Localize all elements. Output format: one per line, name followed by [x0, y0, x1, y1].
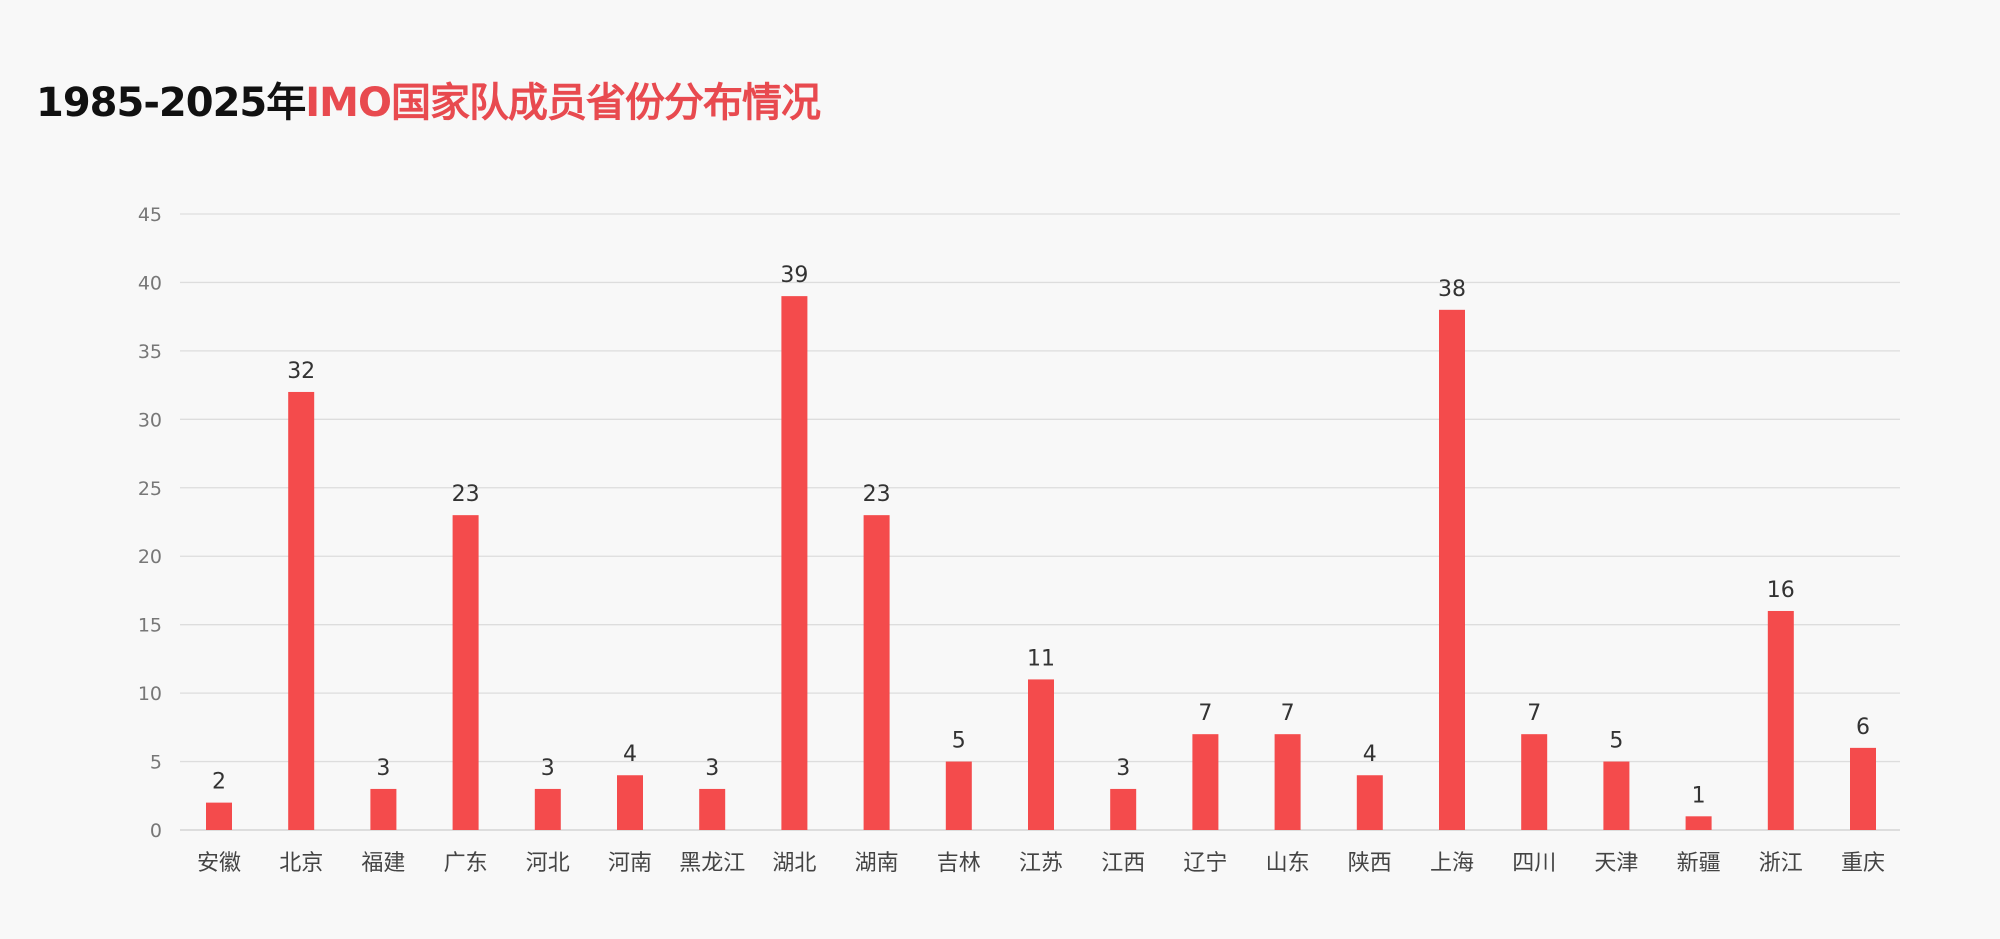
x-tick-label: 上海: [1430, 851, 1474, 876]
data-label: 23: [452, 482, 480, 507]
bar-四川: [1521, 734, 1548, 830]
data-label: 5: [952, 729, 966, 754]
bar-辽宁: [1192, 734, 1219, 830]
x-tick-label: 浙江: [1759, 851, 1803, 876]
x-tick-label: 河南: [608, 851, 652, 876]
x-tick-label: 江苏: [1019, 851, 1063, 876]
bar-吉林: [945, 761, 972, 830]
x-tick-label: 安徽: [197, 851, 241, 876]
bar-陕西: [1356, 775, 1383, 830]
chart-title: 1985-2025年IMO国家队成员省份分布情况: [36, 70, 821, 128]
bar-河南: [617, 775, 643, 830]
x-tick-label: 陕西: [1348, 851, 1392, 876]
x-tick-label: 广东: [444, 851, 488, 876]
bar-江西: [1110, 788, 1137, 830]
y-tick-label: 25: [138, 478, 162, 500]
bar-天津: [1603, 761, 1630, 830]
x-tick-label: 福建: [361, 851, 405, 876]
data-label: 3: [1116, 756, 1130, 781]
y-tick-label: 10: [138, 683, 162, 705]
x-tick-label: 北京: [279, 851, 323, 876]
bar-安徽: [206, 802, 232, 830]
data-label: 39: [780, 263, 808, 288]
bar-福建: [370, 788, 397, 830]
bar-上海: [1439, 309, 1465, 830]
data-label: 3: [541, 756, 555, 781]
bar-黑龙江: [699, 788, 726, 830]
data-label: 4: [623, 742, 637, 767]
data-label: 23: [863, 482, 891, 507]
bar-新疆: [1685, 816, 1712, 830]
title-prefix: 1985-2025年: [36, 80, 306, 126]
x-tick-label: 黑龙江: [679, 851, 745, 876]
x-tick-label: 河北: [526, 851, 570, 876]
data-label: 3: [705, 756, 719, 781]
bar-北京: [288, 391, 315, 830]
data-label: 32: [287, 359, 315, 384]
bar-河北: [534, 788, 561, 830]
bar-浙江: [1767, 610, 1794, 830]
data-label: 1: [1692, 783, 1706, 808]
y-tick-label: 0: [150, 820, 162, 842]
y-tick-label: 35: [138, 341, 162, 363]
x-tick-label: 山东: [1266, 851, 1310, 876]
x-tick-label: 重庆: [1841, 851, 1885, 876]
title-highlight: IMO国家队成员省份分布情况: [305, 80, 821, 126]
x-tick-label: 四川: [1512, 851, 1556, 876]
data-label: 7: [1527, 701, 1541, 726]
x-tick-label: 湖北: [772, 851, 816, 876]
data-label: 2: [212, 770, 226, 795]
y-tick-label: 20: [138, 546, 162, 568]
y-tick-label: 40: [138, 272, 162, 294]
data-label: 11: [1027, 646, 1055, 671]
x-tick-label: 辽宁: [1183, 851, 1227, 876]
data-label: 38: [1438, 277, 1466, 302]
data-label: 6: [1856, 715, 1870, 740]
data-label: 7: [1198, 701, 1212, 726]
data-label: 3: [376, 756, 390, 781]
x-tick-label: 吉林: [937, 851, 981, 876]
x-tick-label: 天津: [1594, 851, 1638, 876]
bar-湖北: [781, 296, 808, 831]
y-tick-label: 45: [138, 204, 162, 226]
bar-江苏: [1028, 679, 1054, 830]
x-tick-label: 江西: [1101, 851, 1145, 876]
x-tick-label: 新疆: [1677, 851, 1721, 876]
y-tick-label: 15: [138, 615, 162, 637]
bar-湖南: [863, 515, 890, 830]
y-tick-label: 30: [138, 409, 162, 431]
data-label: 7: [1281, 701, 1295, 726]
bar-山东: [1274, 734, 1301, 830]
x-tick-label: 湖南: [855, 851, 899, 876]
bar-重庆: [1850, 747, 1876, 830]
data-label: 5: [1609, 729, 1623, 754]
data-label: 4: [1363, 742, 1377, 767]
data-label: 16: [1767, 578, 1795, 603]
bar-广东: [452, 515, 479, 830]
y-tick-label: 5: [150, 752, 162, 774]
